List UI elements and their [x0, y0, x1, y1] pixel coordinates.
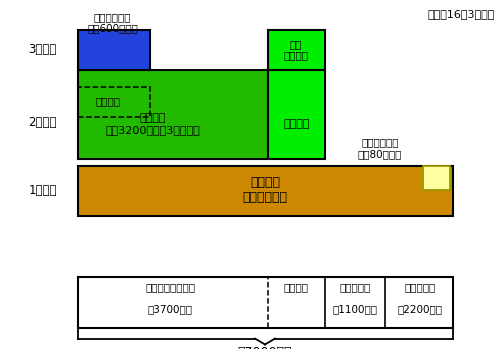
Text: 約2200万人: 約2200万人 — [398, 304, 442, 314]
Bar — [268, 70, 325, 159]
Bar — [78, 30, 150, 70]
Text: 公務員等: 公務員等 — [284, 282, 308, 292]
Text: 専業主婦等: 専業主婦等 — [340, 282, 370, 292]
Bar — [268, 30, 325, 70]
Text: 国民年金
（基礎年金）: 国民年金 （基礎年金） — [242, 176, 288, 204]
Text: 約7000万人: 約7000万人 — [238, 346, 292, 349]
Text: 自営業者等: 自営業者等 — [404, 282, 436, 292]
Text: 厚生年金基金
（約600万人）: 厚生年金基金 （約600万人） — [87, 12, 138, 34]
Bar — [78, 277, 452, 328]
Text: 国民年金基金
（約80万人）: 国民年金基金 （約80万人） — [358, 138, 402, 159]
Bar — [422, 166, 450, 190]
Text: 3階部分: 3階部分 — [28, 43, 56, 57]
Bar — [78, 166, 452, 216]
Bar — [78, 70, 268, 159]
Text: 約1100万人: 約1100万人 — [332, 304, 378, 314]
Text: 民間サラリーマン: 民間サラリーマン — [145, 282, 195, 292]
Text: 2階部分: 2階部分 — [28, 116, 57, 129]
Text: 約3700万人: 約3700万人 — [148, 304, 192, 314]
Text: 1階部分: 1階部分 — [28, 184, 57, 197]
Text: 職域
相当部分: 職域 相当部分 — [284, 39, 309, 60]
Text: 厚生年金
（約3200万人旧3共済含）: 厚生年金 （約3200万人旧3共済含） — [105, 113, 200, 135]
Text: 代行部分: 代行部分 — [95, 96, 120, 106]
Text: （平成16年3月末）: （平成16年3月末） — [428, 9, 495, 19]
Bar — [78, 87, 150, 117]
Text: 共済年金: 共済年金 — [283, 119, 310, 129]
